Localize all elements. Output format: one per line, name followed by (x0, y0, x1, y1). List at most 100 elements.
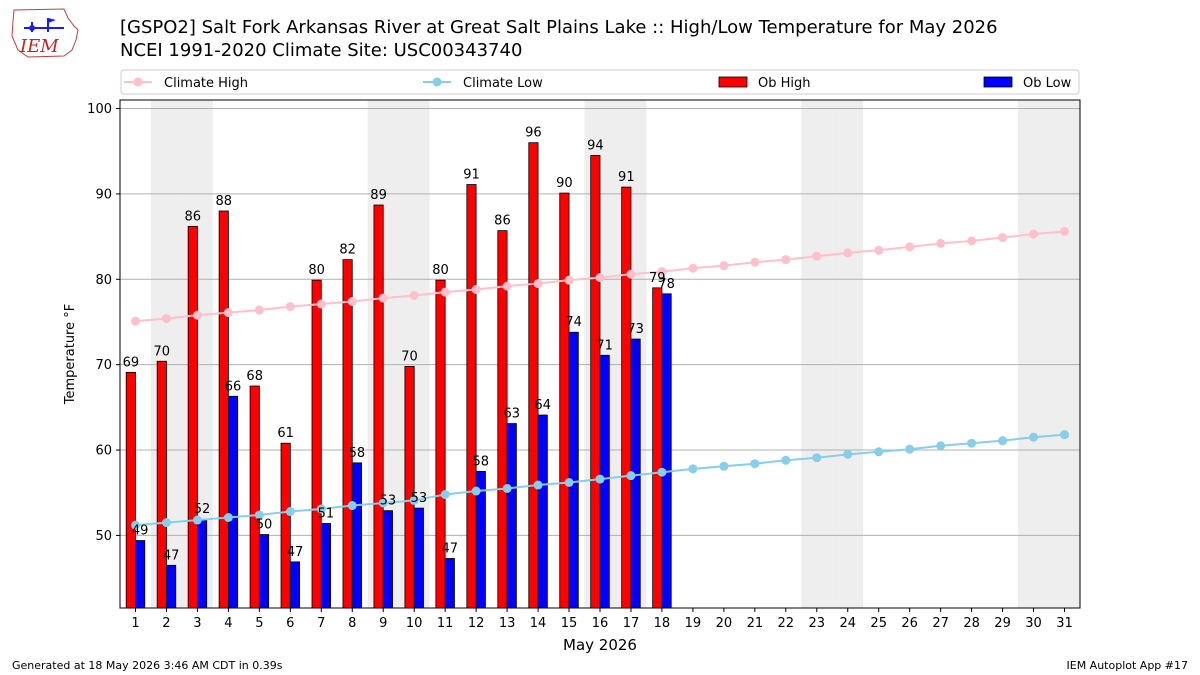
climate-low-point (223, 512, 233, 522)
climate-low-point (254, 510, 264, 520)
climate-low-point (936, 441, 946, 451)
weekend-shade (801, 100, 833, 608)
ob-high-bar (311, 279, 322, 609)
ob-high-bar (373, 204, 384, 609)
x-tick-label: 29 (994, 616, 1011, 631)
x-tick-label: 26 (901, 616, 918, 631)
app-label: IEM Autoplot App #17 (1066, 659, 1189, 672)
ob-low-label: 63 (503, 407, 520, 422)
ob-high-bar (156, 360, 167, 609)
ob-high-label: 91 (463, 168, 480, 183)
x-tick-label: 1 (131, 616, 139, 631)
ob-low-bar (166, 564, 177, 609)
ob-low-label: 52 (194, 502, 211, 517)
ob-low-bar (227, 395, 239, 609)
y-tick-label: 60 (95, 444, 112, 459)
x-tick-label: 14 (530, 616, 547, 631)
climate-low-point (781, 455, 791, 465)
x-tick-label: 31 (1056, 616, 1073, 631)
climate-high-point (688, 263, 698, 273)
y-tick-label: 80 (95, 273, 112, 288)
climate-low-point (595, 474, 605, 484)
ob-low-bar (197, 518, 208, 609)
climate-low-point (440, 489, 450, 499)
x-tick-label: 2 (162, 616, 170, 631)
climate-high-point (440, 287, 450, 297)
ob-low-label: 53 (411, 491, 428, 506)
ob-low-label: 66 (225, 379, 242, 394)
climate-high-point (657, 267, 667, 277)
x-tick-label: 23 (809, 616, 826, 631)
ob-high-bar (652, 287, 663, 609)
x-tick-label: 28 (963, 616, 980, 631)
ob-low-bar (537, 414, 548, 609)
ob-high-label: 68 (246, 369, 263, 384)
legend-ob-low-label: Ob Low (1023, 76, 1072, 91)
ob-low-label: 49 (132, 524, 149, 539)
climate-low-point (130, 520, 140, 530)
ob-low-bar (568, 331, 579, 609)
x-tick-label: 9 (379, 616, 387, 631)
climate-low-point (285, 507, 295, 517)
climate-high-point (626, 269, 636, 279)
x-axis-label: May 2026 (563, 636, 637, 654)
climate-high-point (254, 305, 264, 315)
ob-high-label: 82 (339, 243, 356, 258)
climate-high-point (905, 242, 915, 252)
ob-low-label: 58 (473, 454, 490, 469)
x-tick-label: 11 (437, 616, 454, 631)
climate-low-point (161, 518, 171, 528)
ob-low-label: 50 (256, 518, 273, 533)
climate-high-point (874, 245, 884, 255)
climate-low-point (378, 498, 388, 508)
y-tick-label: 90 (95, 187, 112, 202)
legend-climate-high-marker (133, 77, 143, 87)
climate-high-point (533, 279, 543, 289)
legend-climate-low-label: Climate Low (463, 76, 543, 91)
ob-high-label: 86 (185, 209, 202, 224)
ob-high-label: 80 (432, 263, 449, 278)
climate-high-point (812, 251, 822, 261)
climate-high-point (564, 275, 574, 285)
climate-low-point (657, 467, 667, 477)
x-tick-label: 27 (932, 616, 949, 631)
climate-high-point (998, 232, 1008, 242)
climate-low-point (843, 449, 853, 459)
ob-high-label: 61 (277, 426, 294, 441)
climate-low-point (316, 504, 326, 514)
climate-high-point (502, 281, 512, 291)
legend-climate-high-label: Climate High (164, 76, 248, 91)
ob-low-bar (382, 510, 393, 609)
ob-high-bar (125, 371, 136, 609)
x-tick-label: 4 (224, 616, 232, 631)
climate-low-point (1029, 432, 1039, 442)
iem-logo: IEM (8, 6, 82, 60)
weekend-shade (1018, 100, 1050, 608)
x-tick-label: 8 (348, 616, 356, 631)
climate-high-point (161, 314, 171, 324)
climate-high-point (347, 296, 357, 306)
x-tick-label: 25 (870, 616, 887, 631)
climate-low-point (192, 515, 202, 525)
x-tick-label: 12 (468, 616, 485, 631)
x-tick-label: 6 (286, 616, 294, 631)
ob-high-label: 96 (525, 126, 542, 141)
climate-high-point (719, 261, 729, 271)
climate-high-point (595, 273, 605, 283)
climate-high-point (316, 299, 326, 309)
y-tick-label: 100 (87, 102, 112, 117)
ob-high-label: 69 (123, 355, 140, 370)
climate-low-point (471, 486, 481, 496)
ob-low-label: 51 (318, 506, 335, 521)
x-tick-label: 5 (255, 616, 263, 631)
x-tick-label: 24 (839, 616, 856, 631)
x-tick-label: 7 (317, 616, 325, 631)
ob-low-label: 74 (565, 315, 582, 330)
climate-low-point (905, 444, 915, 454)
ob-high-bar (404, 365, 415, 609)
y-axis-label: Temperature °F (63, 304, 78, 405)
y-tick-label: 50 (95, 529, 112, 544)
climate-high-point (378, 293, 388, 303)
climate-low-point (502, 483, 512, 493)
climate-low-point (626, 471, 636, 481)
